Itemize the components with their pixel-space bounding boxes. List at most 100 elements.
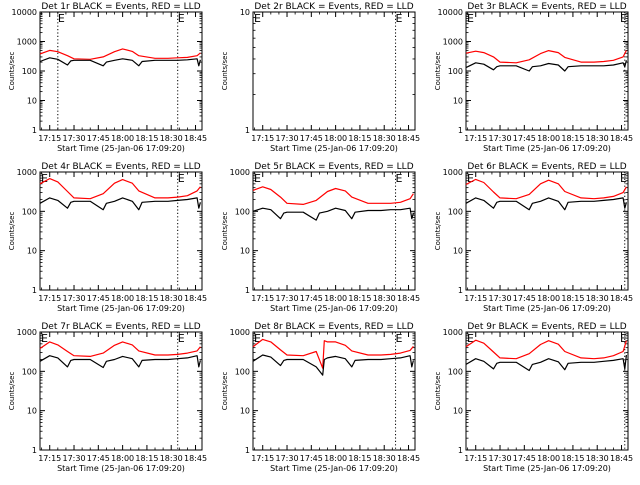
- y-tick-label: 10: [453, 97, 463, 106]
- y-tick-label: 1000: [443, 168, 463, 177]
- y-tick-label: 1: [32, 126, 37, 135]
- series-line-lld: [252, 186, 414, 205]
- series-line-lld: [252, 338, 414, 369]
- x-tick-label: 18:00: [324, 454, 347, 463]
- x-tick-label: 18:30: [160, 134, 183, 143]
- panel-title: Det 5r BLACK = Events, RED = LLD: [254, 162, 413, 172]
- x-tick-label: 18:30: [373, 134, 396, 143]
- marker-label: E: [396, 332, 403, 345]
- x-axis-label: Start Time (25-Jan-06 17:09:20): [57, 304, 185, 313]
- panel-8: Det 8r BLACK = Events, RED = LLD 1 10 100 10…: [221, 322, 420, 473]
- x-tick-label: 18:15: [135, 134, 158, 143]
- y-tick-label: 10: [453, 407, 463, 416]
- x-tick-label: 17:30: [488, 294, 511, 303]
- panel-1: Det 1r BLACK = Events, RED = LLD 1 10 100 10…: [8, 2, 207, 153]
- plot-frame: [252, 11, 416, 131]
- x-tick-label: 17:30: [488, 454, 511, 463]
- y-tick-label: 1000: [17, 168, 37, 177]
- y-tick-label: 100: [448, 67, 463, 76]
- series-line-events: [465, 197, 627, 211]
- panel-4: Det 4r BLACK = Events, RED = LLD 1 10 100 10…: [8, 162, 207, 313]
- x-tick-label: 17:30: [62, 454, 85, 463]
- x-tick-label: 17:15: [464, 454, 487, 463]
- x-tick-label: 17:30: [275, 294, 298, 303]
- x-tick-label: 18:45: [184, 134, 207, 143]
- panel-title: Det 9r BLACK = Events, RED = LLD: [467, 322, 626, 332]
- marker-label: E: [254, 332, 261, 345]
- y-tick-label: 10: [240, 247, 250, 256]
- marker-label: E: [58, 12, 65, 25]
- x-tick-label: 17:45: [513, 294, 536, 303]
- x-tick-label: 17:15: [38, 294, 61, 303]
- x-tick-label: 18:30: [586, 134, 609, 143]
- x-tick-label: 17:30: [62, 294, 85, 303]
- x-tick-label: 17:45: [513, 134, 536, 143]
- series-line-events: [39, 197, 201, 211]
- panel-3: Det 3r BLACK = Events, RED = LLD 1 10 100 10…: [434, 2, 633, 153]
- y-axis-label: Counts/sec: [221, 372, 229, 411]
- x-tick-label: 18:30: [586, 454, 609, 463]
- marker-label: E: [178, 172, 185, 185]
- x-tick-label: 17:30: [275, 454, 298, 463]
- x-tick-label: 18:45: [610, 454, 633, 463]
- series-line-events: [252, 354, 414, 376]
- x-tick-label: 18:15: [561, 134, 584, 143]
- y-tick-label: 10: [27, 407, 37, 416]
- x-tick-label: 18:00: [324, 134, 347, 143]
- x-tick-label: 18:30: [373, 294, 396, 303]
- x-tick-label: 18:45: [397, 454, 420, 463]
- marker-label: E: [396, 172, 403, 185]
- x-tick-label: 18:15: [348, 454, 371, 463]
- x-tick-label: 18:15: [561, 294, 584, 303]
- x-tick-label: 17:15: [251, 454, 274, 463]
- y-tick-label: 10: [27, 247, 37, 256]
- panel-title: Det 6r BLACK = Events, RED = LLD: [467, 162, 626, 172]
- series-line-lld: [39, 48, 201, 60]
- y-tick-label: 1000: [17, 328, 37, 337]
- y-tick-label: 100: [235, 207, 250, 216]
- series-line-lld: [465, 339, 627, 360]
- marker-label: E: [254, 12, 261, 25]
- series-line-events: [465, 354, 627, 372]
- series-line-lld: [465, 49, 627, 64]
- plot-frame: [252, 331, 416, 451]
- x-axis-label: Start Time (25-Jan-06 17:09:20): [270, 464, 398, 473]
- y-tick-label: 1000: [230, 328, 250, 337]
- x-tick-label: 18:00: [537, 134, 560, 143]
- plot-frame: [39, 171, 203, 291]
- x-tick-label: 18:45: [184, 294, 207, 303]
- y-tick-label: 1: [458, 286, 463, 295]
- x-axis-label: Start Time (25-Jan-06 17:09:20): [483, 144, 611, 153]
- marker-label: E: [467, 172, 474, 185]
- plot-frame: [465, 11, 629, 131]
- panel-title: Det 2r BLACK = Events, RED = LLD: [254, 2, 413, 12]
- x-tick-label: 17:45: [300, 134, 323, 143]
- x-tick-label: 18:15: [135, 454, 158, 463]
- marker-label: E: [620, 172, 627, 185]
- x-axis-label: Start Time (25-Jan-06 17:09:20): [270, 144, 398, 153]
- series-line-lld: [39, 178, 201, 200]
- y-tick-label: 1000: [443, 38, 463, 47]
- x-tick-label: 17:30: [62, 134, 85, 143]
- y-tick-label: 1: [32, 286, 37, 295]
- x-tick-label: 17:45: [300, 454, 323, 463]
- x-tick-label: 18:00: [111, 294, 134, 303]
- marker-label: E: [41, 332, 48, 345]
- x-tick-label: 17:45: [87, 294, 110, 303]
- x-tick-label: 18:45: [184, 454, 207, 463]
- x-tick-label: 18:45: [397, 294, 420, 303]
- marker-label: E: [254, 172, 261, 185]
- y-tick-label: 100: [22, 207, 37, 216]
- panel-5: Det 5r BLACK = Events, RED = LLD 1 10 100 10…: [221, 162, 420, 313]
- y-tick-label: 100: [448, 207, 463, 216]
- y-tick-label: 10: [240, 407, 250, 416]
- y-tick-label: 1: [245, 286, 250, 295]
- x-tick-label: 17:15: [38, 134, 61, 143]
- y-axis-label: Counts/sec: [434, 372, 442, 411]
- x-tick-label: 18:15: [135, 294, 158, 303]
- y-axis-label: Counts/sec: [221, 52, 229, 91]
- panel-title: Det 3r BLACK = Events, RED = LLD: [467, 2, 626, 12]
- y-tick-label: 1000: [17, 38, 37, 47]
- x-tick-label: 18:15: [348, 134, 371, 143]
- panel-title: Det 1r BLACK = Events, RED = LLD: [41, 2, 200, 12]
